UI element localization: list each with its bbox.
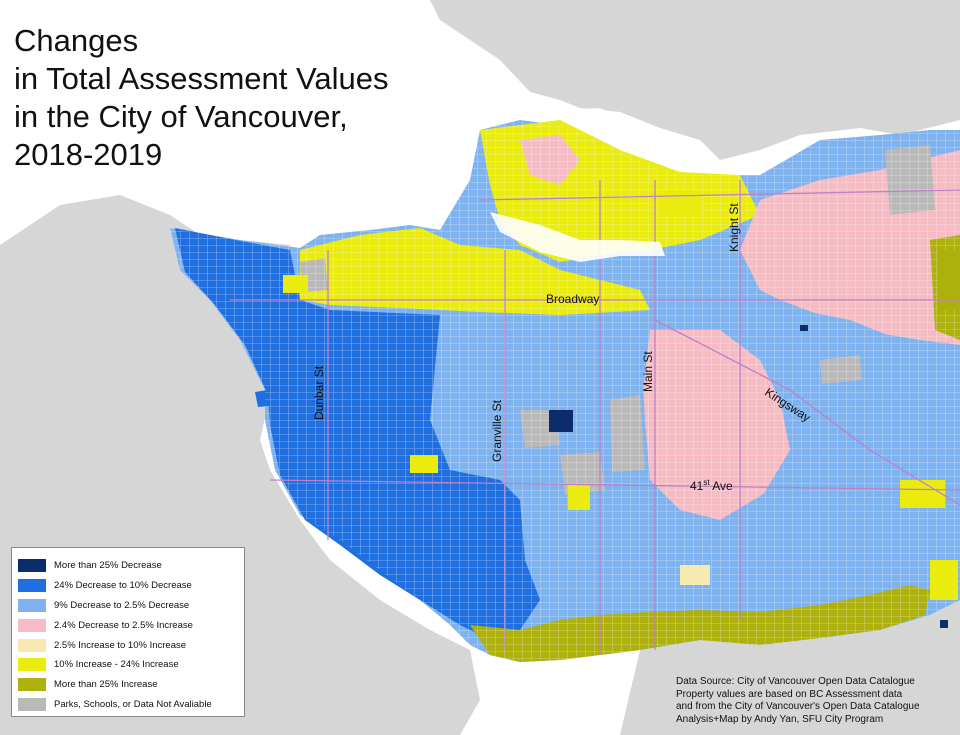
source-line-3: and from the City of Vancouver's Open Da… <box>676 701 920 712</box>
legend-swatch <box>18 598 46 612</box>
map-legend: More than 25% Decrease 24% Decrease to 1… <box>11 547 245 717</box>
title-line-4: 2018-2019 <box>14 137 163 172</box>
coal-harbour <box>560 108 660 150</box>
label-dunbar-st: Dunbar St <box>312 365 326 420</box>
legend-label: Parks, Schools, or Data Not Avaliable <box>54 698 212 710</box>
source-line-4: Analysis+Map by Andy Yan, SFU City Progr… <box>676 713 884 725</box>
false-creek <box>490 212 665 262</box>
legend-item: More than 25% Decrease <box>18 556 238 576</box>
legend-item: 10% Increase - 24% Increase <box>18 655 238 675</box>
source-line-1: Data Source: City of Vancouver Open Data… <box>676 676 915 687</box>
source-line-2: Property values are based on BC Assessme… <box>676 688 903 700</box>
label-main-st: Main St <box>641 351 655 392</box>
legend-swatch <box>18 638 46 652</box>
title-line-1: Changes <box>14 23 139 58</box>
legend-item: 9% Decrease to 2.5% Decrease <box>18 596 238 616</box>
parcel-highlights <box>283 190 960 628</box>
legend-swatch <box>18 579 46 593</box>
legend-swatch <box>18 658 46 672</box>
legend-label: 2.5% Increase to 10% Increase <box>54 639 187 651</box>
legend-item: 24% Decrease to 10% Decrease <box>18 576 238 596</box>
roads <box>230 180 960 655</box>
legend-swatch <box>18 678 46 692</box>
legend-swatch <box>18 618 46 632</box>
title-line-2: in Total Assessment Values <box>14 61 389 96</box>
legend-label: 10% Increase - 24% Increase <box>54 659 179 671</box>
legend-label: 2.4% Decrease to 2.5% Increase <box>54 619 193 631</box>
legend-swatch <box>18 559 46 573</box>
legend-item: Parks, Schools, or Data Not Avaliable <box>18 695 238 715</box>
label-41st-suffix: Ave <box>709 479 733 493</box>
label-41st-ordinal: st <box>703 478 710 487</box>
label-broadway: Broadway <box>546 292 600 306</box>
map-title: Changes in Total Assessment Values in th… <box>14 22 444 174</box>
legend-label: 9% Decrease to 2.5% Decrease <box>54 599 190 611</box>
legend-item: More than 25% Increase <box>18 675 238 695</box>
label-granville-st: Granville St <box>490 399 504 462</box>
title-line-3: in the City of Vancouver, <box>14 99 348 134</box>
legend-item: 2.4% Decrease to 2.5% Increase <box>18 615 238 635</box>
label-41st-ave: 41st Ave <box>690 478 733 493</box>
label-knight-st: Knight St <box>727 203 741 252</box>
legend-label: 24% Decrease to 10% Decrease <box>54 580 192 592</box>
legend-label: More than 25% Decrease <box>54 560 162 572</box>
label-41st-number: 41 <box>690 479 704 493</box>
legend-item: 2.5% Increase to 10% Increase <box>18 635 238 655</box>
lot-grid <box>170 120 960 662</box>
data-source-note: Data Source: City of Vancouver Open Data… <box>676 676 956 726</box>
legend-swatch <box>18 697 46 711</box>
legend-label: More than 25% Increase <box>54 679 158 691</box>
